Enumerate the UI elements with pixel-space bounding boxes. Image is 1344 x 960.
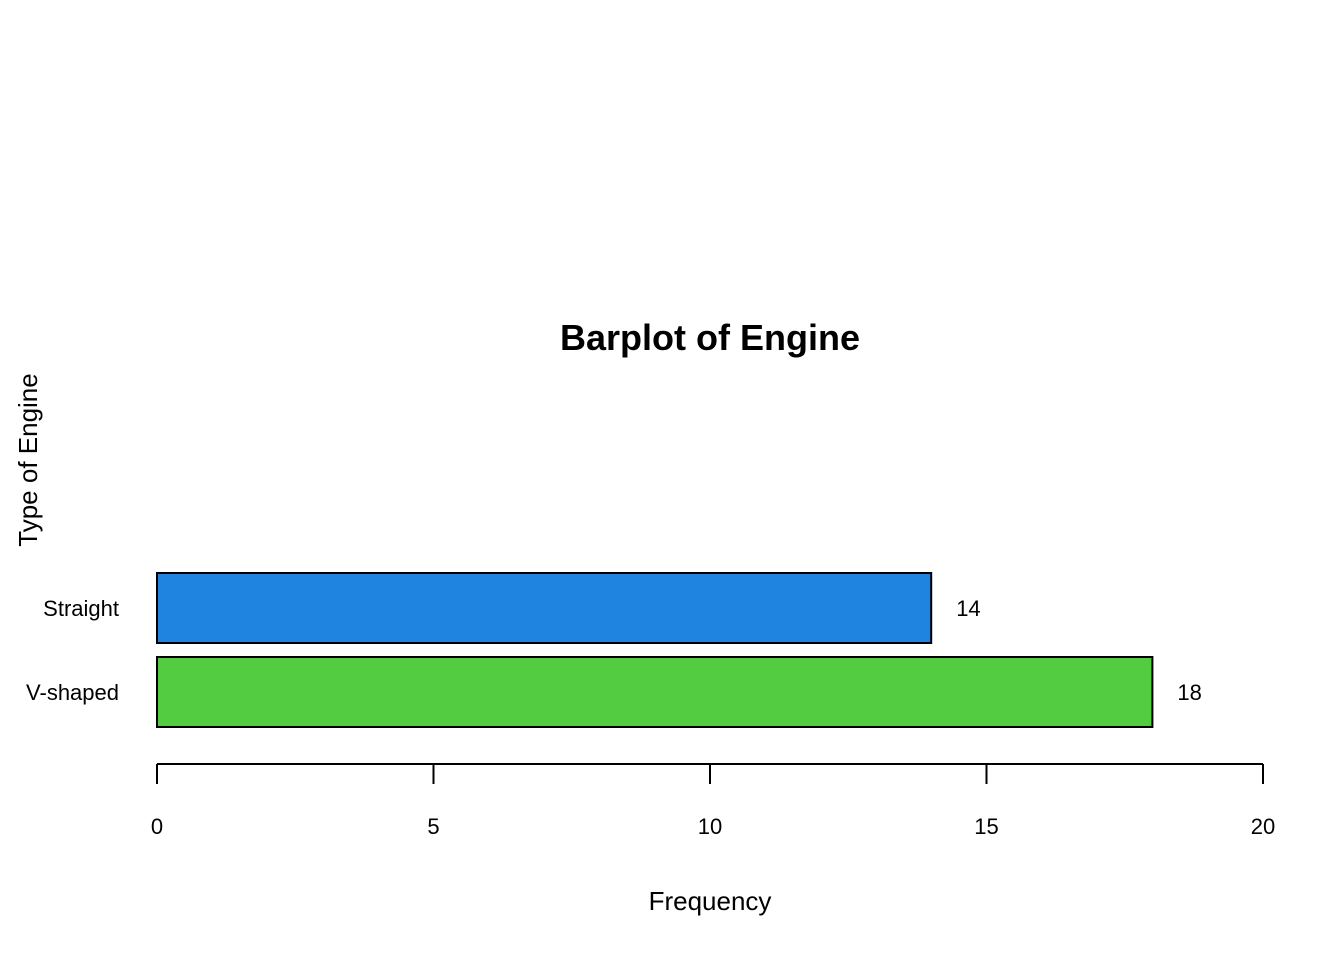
data-label-straight: 14 (956, 596, 980, 621)
y-axis-label: Type of Engine (13, 373, 43, 546)
chart-title: Barplot of Engine (560, 317, 860, 358)
bar-v-shaped (156, 656, 1154, 728)
x-axis: 0 5 10 15 20 (151, 763, 1275, 839)
x-tick-label: 0 (151, 814, 163, 839)
data-label-v-shaped: 18 (1177, 680, 1201, 705)
category-label-v-shaped: V-shaped (26, 680, 119, 705)
x-tick-label: 20 (1251, 814, 1275, 839)
bars-group: Straight 14 V-shaped 18 (26, 572, 1202, 728)
x-axis-label: Frequency (649, 886, 772, 916)
x-tick-label: 15 (974, 814, 998, 839)
category-label-straight: Straight (43, 596, 119, 621)
x-tick-label: 5 (427, 814, 439, 839)
bar-straight (156, 572, 933, 644)
x-tick-label: 10 (698, 814, 722, 839)
